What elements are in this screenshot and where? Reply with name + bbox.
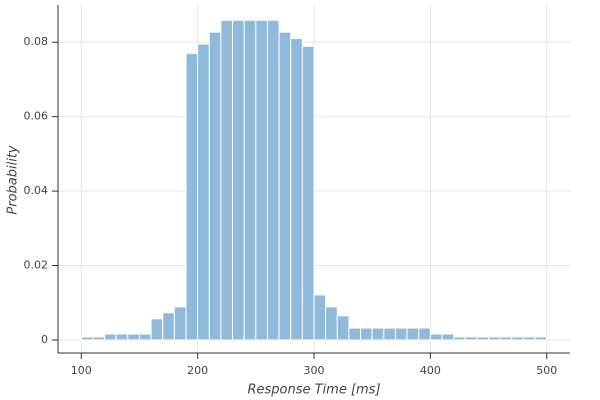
bar xyxy=(499,336,513,341)
bar xyxy=(418,327,431,341)
y-axis-label: Probability xyxy=(6,145,21,215)
bar xyxy=(488,336,501,341)
bar xyxy=(360,327,373,341)
bar xyxy=(394,327,408,341)
x-tick-label: 200 xyxy=(187,364,208,377)
y-tick-label: 0 xyxy=(41,333,48,346)
bar xyxy=(255,19,268,341)
bar xyxy=(243,19,257,341)
bar xyxy=(534,336,548,341)
bar xyxy=(453,336,466,341)
bar xyxy=(162,312,175,341)
y-tick-label: 0.06 xyxy=(24,110,49,123)
bar xyxy=(115,333,129,341)
y-tick-label: 0.04 xyxy=(24,184,49,197)
bar xyxy=(476,336,490,341)
bar xyxy=(301,45,315,341)
bar xyxy=(127,333,140,341)
bar xyxy=(138,333,152,341)
bar xyxy=(173,306,187,341)
x-axis-label: Response Time [ms] xyxy=(247,383,380,398)
y-tick-label: 0.08 xyxy=(24,35,49,48)
bar xyxy=(220,19,234,341)
x-tick-label: 100 xyxy=(71,364,92,377)
bar xyxy=(464,336,478,341)
bar xyxy=(406,327,420,341)
bar xyxy=(336,315,350,341)
bar xyxy=(278,31,292,341)
bar xyxy=(371,327,385,341)
bar xyxy=(197,43,210,341)
y-tick-label: 0.02 xyxy=(24,259,49,272)
bar xyxy=(208,31,222,341)
x-tick-label: 300 xyxy=(304,364,325,377)
bar xyxy=(104,333,117,341)
bar xyxy=(313,294,327,341)
bar xyxy=(522,336,536,341)
bar xyxy=(441,333,455,341)
bar xyxy=(348,327,362,341)
bar xyxy=(150,318,164,341)
bar xyxy=(429,333,443,341)
bar xyxy=(232,19,245,341)
bar xyxy=(511,336,524,341)
bar xyxy=(383,327,396,341)
x-tick-label: 500 xyxy=(536,364,557,377)
bar xyxy=(80,336,94,341)
bar xyxy=(185,52,199,341)
bar xyxy=(92,336,106,341)
bar xyxy=(290,37,303,341)
bar xyxy=(266,19,280,341)
x-tick-label: 400 xyxy=(420,364,441,377)
bar xyxy=(325,306,338,341)
